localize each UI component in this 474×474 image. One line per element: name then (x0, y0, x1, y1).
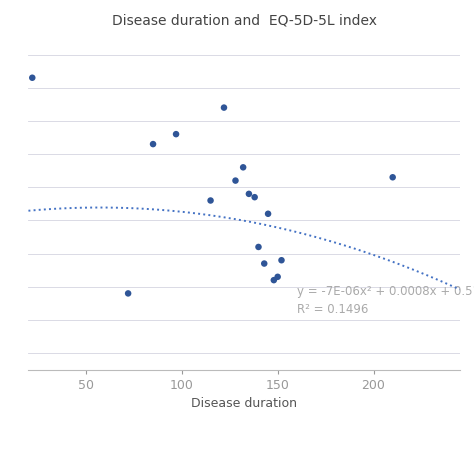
Point (232, 177, 239, 184)
Point (28, 74, 36, 82)
Point (389, 173, 396, 181)
Point (239, 164, 247, 171)
Title: Disease duration and  EQ-5D-5L index: Disease duration and EQ-5D-5L index (111, 13, 377, 27)
Point (149, 140, 157, 148)
Point (251, 193, 258, 201)
Point (260, 260, 268, 267)
Point (270, 276, 278, 284)
Point (245, 190, 253, 198)
X-axis label: Disease duration: Disease duration (191, 397, 297, 410)
Point (255, 243, 262, 251)
Text: y = -7E-06x² + 0.0008x + 0.516
R² = 0.1496: y = -7E-06x² + 0.0008x + 0.516 R² = 0.14… (297, 285, 474, 316)
Point (274, 273, 282, 281)
Point (264, 210, 272, 218)
Point (207, 197, 214, 204)
Point (278, 256, 285, 264)
Point (124, 290, 132, 297)
Point (220, 104, 228, 111)
Point (172, 130, 180, 138)
